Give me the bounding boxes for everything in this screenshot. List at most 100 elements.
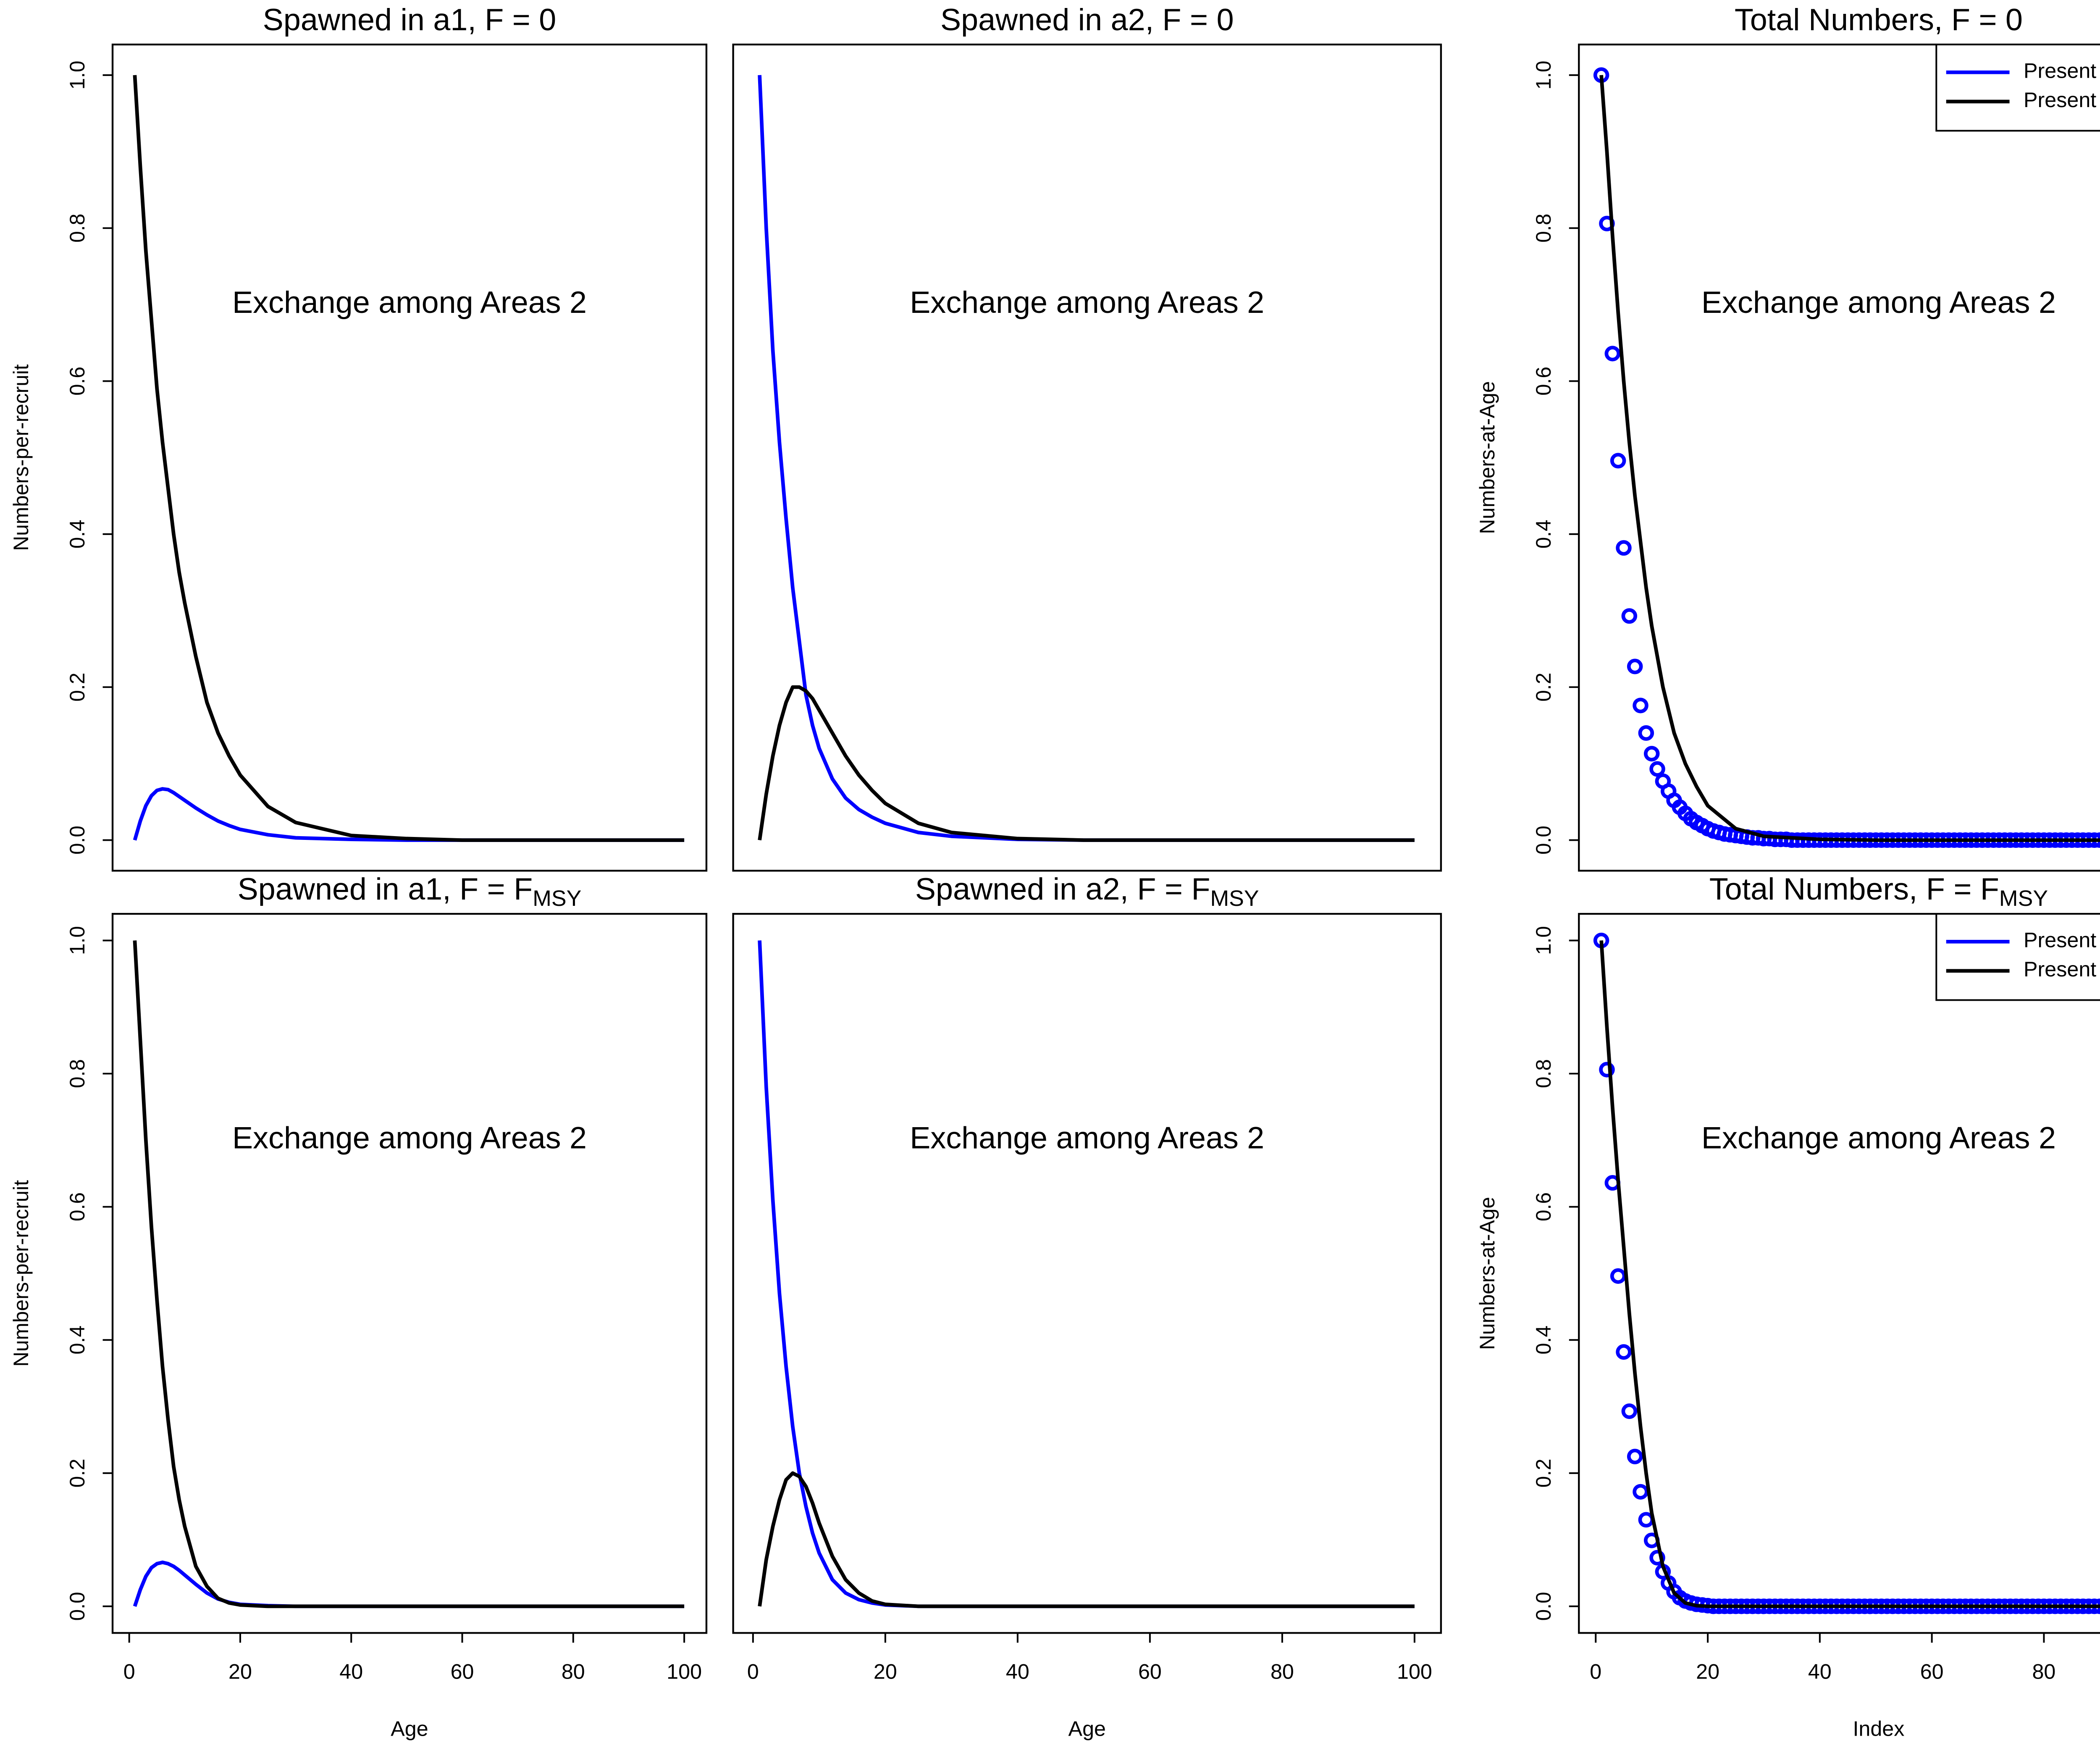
y-tick-label: 0.6 (66, 1192, 89, 1221)
x-tick-label: 40 (339, 1660, 363, 1684)
title-text: Spawned in a1, F = F (238, 872, 533, 907)
annotation: Exchange among Areas 2 (232, 285, 587, 320)
plot-frame (111, 43, 708, 872)
plot-frame (1578, 913, 2100, 1634)
x-tick-label: 20 (874, 1660, 897, 1684)
data-line (758, 1471, 1415, 1608)
y-tick-label: 0.4 (66, 1325, 89, 1354)
panel-title: Total Numbers, F = FMSY (1709, 872, 2048, 911)
data-point (1599, 1062, 1615, 1078)
x-tick-label: 60 (451, 1660, 474, 1684)
y-axis-label: Numbers-per-recruit (9, 1180, 33, 1367)
data-line (758, 940, 1415, 1608)
y-tick-label: 0.8 (66, 214, 89, 243)
y-tick-label: 0.2 (66, 1458, 89, 1487)
plot-frame (732, 913, 1442, 1634)
panel-title: Spawned in a2, F = FMSY (915, 872, 1259, 911)
title-subscript: MSY (1999, 886, 2048, 911)
title-text: Spawned in a1, F = 0 (263, 3, 556, 37)
y-tick-label: 0.0 (1532, 1592, 1555, 1621)
data-point (1627, 1448, 1643, 1464)
y-tick-label: 1.0 (66, 926, 89, 955)
y-axis-label: Numbers-at-Age (1475, 1197, 1499, 1350)
y-tick-label: 1.0 (1532, 60, 1555, 89)
legend-label: Present in a1 (2024, 957, 2100, 981)
legend-label: Present in a1 (2024, 88, 2100, 112)
y-tick-label: 0.8 (1532, 214, 1555, 243)
x-tick-label: 100 (1397, 1660, 1432, 1684)
plot-frame (111, 913, 708, 1634)
data-point (1633, 698, 1648, 713)
panel: Total Numbers, F = FMSY Exchange among Ar… (1475, 872, 2100, 1741)
annotation: Exchange among Areas 2 (232, 1121, 587, 1155)
title-text: Total Numbers, F = 0 (1735, 3, 2023, 37)
title-subscript: MSY (1210, 886, 1259, 911)
data-line (133, 75, 685, 842)
panel-title: Spawned in a1, F = 0 (263, 3, 556, 37)
data-line (1599, 940, 2100, 1608)
panel-title: Spawned in a2, F = 0 (940, 3, 1234, 37)
data-line (1599, 75, 2100, 842)
data-point (1633, 1484, 1648, 1500)
panel-title: Spawned in a1, F = FMSY (238, 872, 582, 911)
data-point (1610, 453, 1626, 469)
y-tick-label: 0.0 (66, 1592, 89, 1621)
data-point (1621, 1403, 1638, 1419)
y-tick-label: 0.8 (1532, 1059, 1555, 1088)
y-tick-label: 0.0 (66, 826, 89, 855)
y-tick-label: 1.0 (1532, 926, 1555, 955)
data-line (133, 940, 685, 1608)
legend-frame (1935, 913, 2100, 1001)
x-tick-label: 80 (1270, 1660, 1294, 1684)
y-tick-label: 0.6 (1532, 1192, 1555, 1221)
title-text: Total Numbers, F = F (1709, 872, 1999, 907)
y-tick-label: 1.0 (66, 60, 89, 89)
x-tick-label: 60 (1920, 1660, 1944, 1684)
x-tick-label: 0 (747, 1660, 759, 1684)
legend: Present in a2 Present in a1 (1935, 44, 2100, 132)
panel: Spawned in a2, F = 0 Exchange among Areas… (732, 3, 1442, 872)
y-tick-label: 0.4 (66, 519, 89, 548)
y-tick-label: 0.4 (1532, 519, 1555, 548)
panel: Spawned in a2, F = FMSY Exchange among Ar… (732, 872, 1442, 1741)
x-axis-label: Age (1068, 1717, 1106, 1741)
annotation: Exchange among Areas 2 (1701, 1121, 2056, 1155)
y-axis-label: Numbers-per-recruit (9, 364, 33, 551)
data-line (758, 685, 1415, 842)
x-axis-label: Index (1853, 1717, 1904, 1741)
panel: Spawned in a1, F = FMSY Exchange among Ar… (9, 872, 708, 1741)
title-subscript: MSY (533, 886, 581, 911)
y-tick-label: 0.8 (66, 1059, 89, 1088)
data-point (1616, 540, 1632, 556)
annotation: Exchange among Areas 2 (1701, 285, 2056, 320)
x-tick-label: 80 (2032, 1660, 2055, 1684)
legend-frame (1935, 44, 2100, 132)
data-line (758, 75, 1415, 842)
y-tick-label: 0.0 (1532, 826, 1555, 855)
x-tick-label: 0 (1590, 1660, 1601, 1684)
y-tick-label: 0.4 (1532, 1325, 1555, 1354)
data-point (1649, 761, 1665, 777)
plot-frame (1578, 43, 2100, 872)
x-tick-label: 100 (667, 1660, 702, 1684)
title-text: Spawned in a2, F = 0 (940, 3, 1234, 37)
x-tick-label: 20 (1696, 1660, 1719, 1684)
data-point (1627, 658, 1643, 674)
data-point (1621, 608, 1638, 624)
data-point (1610, 1268, 1626, 1284)
x-axis-label: Age (391, 1717, 428, 1741)
data-point (1638, 1512, 1654, 1528)
x-tick-label: 60 (1138, 1660, 1162, 1684)
legend: Present in a2 Present in a1 (1935, 913, 2100, 1001)
legend-label: Present in a2 (2024, 929, 2100, 952)
data-point (1649, 1550, 1665, 1566)
x-tick-label: 40 (1808, 1660, 1832, 1684)
y-tick-label: 0.6 (1532, 367, 1555, 396)
y-axis-label: Numbers-at-Age (1475, 381, 1499, 534)
data-point (1604, 346, 1621, 362)
annotation: Exchange among Areas 2 (910, 1121, 1264, 1155)
panel: Spawned in a1, F = 0 Exchange among Areas… (9, 3, 708, 872)
panel-title: Total Numbers, F = 0 (1735, 3, 2023, 37)
title-text: Spawned in a2, F = F (915, 872, 1210, 907)
x-tick-label: 20 (228, 1660, 252, 1684)
